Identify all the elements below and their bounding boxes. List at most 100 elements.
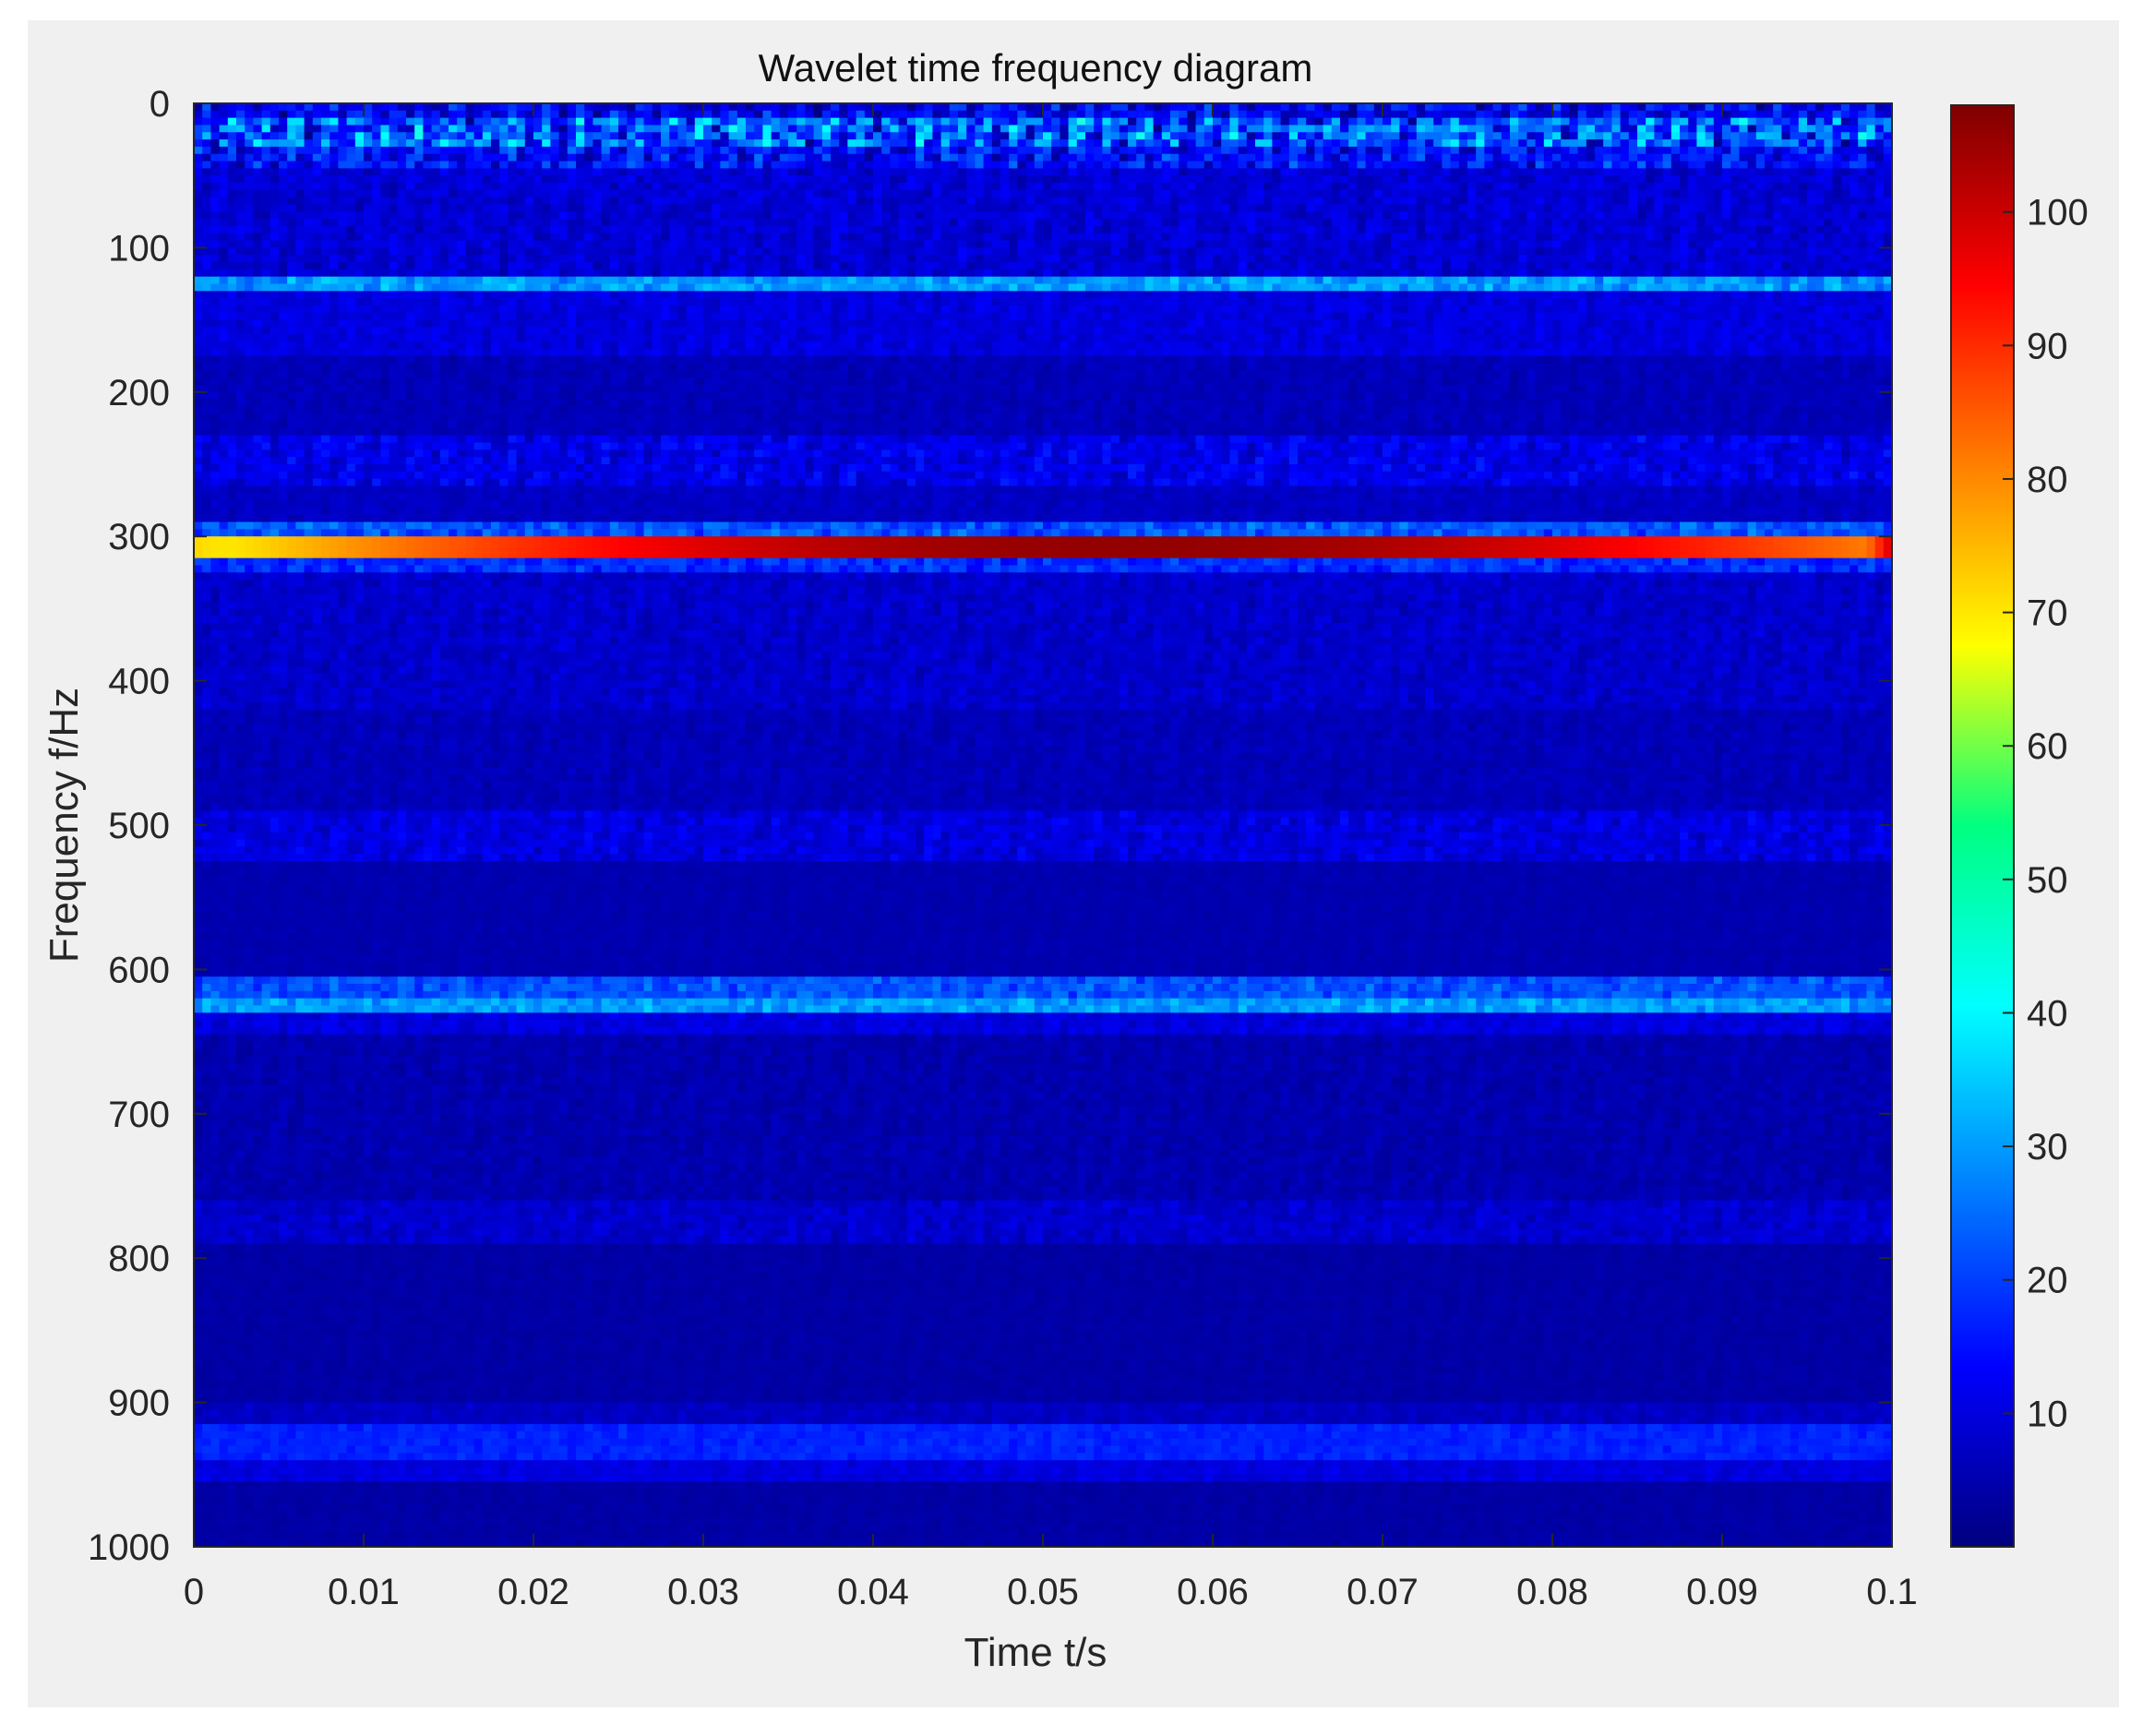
heatmap-cell [210,225,221,234]
heatmap-cell [1688,153,1697,162]
heatmap-cell [703,197,712,206]
heatmap-cell [576,197,585,206]
heatmap-cell [1416,189,1426,198]
heatmap-cell [491,139,500,148]
heatmap-cell [1747,247,1757,256]
heatmap-cell [1263,247,1273,256]
heatmap-cell [593,255,603,263]
heatmap-cell [1323,189,1333,198]
heatmap-cell [1569,125,1579,133]
heatmap-cell [1119,168,1129,176]
heatmap-cell [1298,146,1307,155]
heatmap-cell [1043,204,1052,212]
heatmap-cell [881,247,891,256]
heatmap-cell [1730,146,1740,155]
heatmap-cell [380,161,390,169]
heatmap-cell [627,125,636,133]
heatmap-cell [1654,269,1664,278]
heatmap-cell [1730,175,1740,184]
heatmap-cell [1102,255,1112,263]
heatmap-cell [1586,110,1596,119]
heatmap-cell [1017,132,1027,140]
heatmap-cell [423,219,433,227]
heatmap-cell [1467,233,1477,242]
heatmap-cell [1306,125,1315,133]
heatmap-cell [1348,247,1358,256]
heatmap-cell [406,132,415,140]
heatmap-cell [380,225,390,234]
heatmap-cell [1518,168,1527,176]
heatmap-cell [635,161,645,169]
heatmap-cell [516,197,526,206]
heatmap-cell [329,175,339,184]
heatmap-cell [1840,117,1850,126]
heatmap-cell [1179,110,1188,119]
heatmap-cell [873,146,882,155]
heatmap-cell [1017,168,1027,176]
heatmap-cell [473,269,484,278]
heatmap-cell [1739,211,1749,220]
heatmap-cell [1807,125,1816,133]
heatmap-cell [1492,146,1502,155]
heatmap-cell [1179,125,1188,133]
heatmap-cell [1688,132,1697,140]
heatmap-cell [601,283,611,292]
heatmap-cell [686,117,696,126]
heatmap-cell [372,175,381,184]
heatmap-cell [576,240,585,248]
heatmap-cell [1187,117,1197,126]
heatmap-cell [1646,219,1655,227]
heatmap-cell [906,269,916,278]
heatmap-cell [1501,233,1511,242]
heatmap-cell [1484,175,1494,184]
heatmap-cell [736,255,747,263]
heatmap-cell [1365,255,1375,263]
heatmap-cell [1476,225,1485,234]
heatmap-cell [227,276,237,285]
heatmap-cell [1025,233,1036,242]
heatmap-cell [1085,132,1095,140]
heatmap-cell [1790,110,1800,119]
heatmap-cell [940,161,951,169]
heatmap-cell [1646,269,1655,278]
heatmap-cell [1161,219,1171,227]
heatmap-cell [1765,117,1774,126]
heatmap-cell [1543,146,1553,155]
heatmap-cell [1755,189,1766,198]
heatmap-cell [1739,175,1749,184]
heatmap-cell [813,175,823,184]
heatmap-cell [940,219,951,227]
heatmap-cell [720,132,730,140]
heatmap-cell [245,283,254,292]
heatmap-cell [813,197,823,206]
heatmap-cell [635,168,645,176]
heatmap-cell [1017,219,1027,227]
heatmap-cell [1840,240,1850,248]
heatmap-cell [1068,139,1078,148]
heatmap-cell [1229,161,1239,169]
heatmap-cell [245,168,254,176]
heatmap-cell [431,197,441,206]
heatmap-cell [1552,211,1562,220]
heatmap-cell [1510,211,1519,220]
heatmap-cell [746,204,755,212]
heatmap-cell [1603,262,1612,270]
heatmap-cell [1535,110,1545,119]
heatmap-cell [1263,117,1273,126]
heatmap-cell [746,255,755,263]
heatmap-cell [1043,255,1052,263]
heatmap-cell [1076,189,1086,198]
heatmap-cell [1365,110,1375,119]
heatmap-cell [1280,146,1290,155]
heatmap-cell [601,204,611,212]
heatmap-cell [287,269,296,278]
heatmap-cell [601,276,611,285]
heatmap-cell [1340,161,1349,169]
heatmap-cell [686,262,696,270]
heatmap-cell [1620,189,1630,198]
heatmap-cell [762,117,772,126]
heatmap-cell [1824,225,1834,234]
heatmap-cell [508,247,518,256]
heatmap-cell [567,153,577,162]
heatmap-cell [295,233,314,242]
